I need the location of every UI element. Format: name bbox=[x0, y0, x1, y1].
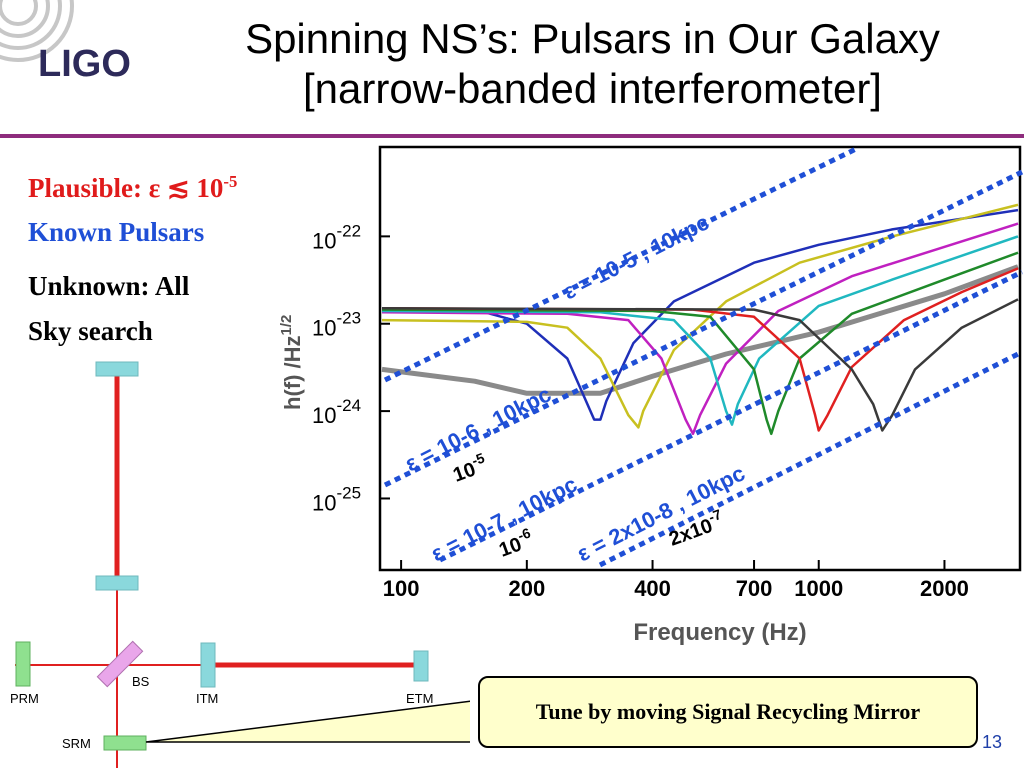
x-tick-label-0: 100 bbox=[383, 576, 420, 601]
x-tick-label-2: 400 bbox=[634, 576, 671, 601]
itm-mirror bbox=[200, 642, 216, 688]
title-line-1: Spinning NS’s: Pulsars in Our Galaxy bbox=[245, 15, 940, 62]
ligo-logo: LIGO bbox=[0, 0, 131, 85]
unknown-line-2: Sky search bbox=[28, 316, 153, 346]
plot-frame bbox=[378, 145, 1022, 572]
title-divider bbox=[0, 134, 1024, 138]
y-tick-label-3: 10-25 bbox=[312, 483, 361, 515]
itm-label: ITM bbox=[196, 691, 218, 706]
series-line-3 bbox=[381, 222, 1019, 436]
limit-line-eps-2e-8 bbox=[598, 349, 1024, 568]
slide-title: Spinning NS’s: Pulsars in Our Galaxy [na… bbox=[170, 14, 1015, 114]
y-ticks: 10-22 10-23 10-24 10-25 bbox=[312, 221, 390, 515]
prm-label: PRM bbox=[10, 691, 39, 706]
series-line-0 bbox=[381, 264, 1019, 396]
series-line-4 bbox=[381, 235, 1019, 426]
x-ticks: 100 200 400 700 1000 2000 bbox=[383, 560, 969, 601]
y-tick-label-1: 10-23 bbox=[312, 309, 361, 341]
callout-box: Tune by moving Signal Recycling Mirror bbox=[478, 676, 978, 748]
known-pulsars-text: Known Pulsars bbox=[28, 217, 205, 247]
x-tick-label-4: 1000 bbox=[794, 576, 843, 601]
series-line-2 bbox=[381, 203, 1019, 429]
y-tick-label-2: 10-24 bbox=[312, 396, 361, 428]
series-line-7 bbox=[381, 298, 1019, 432]
sensitivity-chart: 10-22 10-23 10-24 10-25 100 200 400 700 1000 200… bbox=[278, 145, 1024, 646]
input-mirror-y bbox=[95, 575, 139, 591]
title-line-2: [narrow-banded interferometer] bbox=[303, 65, 882, 112]
y-axis-label: h(f) /Hz1/2 bbox=[278, 315, 305, 410]
plausible-text: Plausible: ε ≲ 10-5 bbox=[28, 172, 237, 204]
beamsplitter bbox=[96, 640, 144, 688]
srm-label: SRM bbox=[62, 736, 91, 751]
x-axis-label: Frequency (Hz) bbox=[633, 619, 806, 646]
logo-rings-icon bbox=[0, 0, 74, 62]
x-tick-label-1: 200 bbox=[508, 576, 545, 601]
srm-mirror bbox=[103, 735, 147, 751]
end-mirror-y bbox=[95, 361, 139, 377]
etm-mirror bbox=[413, 650, 429, 682]
page-number: 13 bbox=[982, 732, 1003, 752]
series-line-1 bbox=[381, 208, 1019, 421]
x-tick-label-3: 700 bbox=[736, 576, 773, 601]
etm-label: ETM bbox=[406, 691, 433, 706]
series-line-5 bbox=[381, 251, 1019, 436]
limit-lines bbox=[383, 145, 1024, 568]
prm-mirror bbox=[15, 641, 31, 687]
plausible-exponent: -5 bbox=[223, 172, 238, 191]
interferometer-diagram: PRM BS ITM ETM SRM bbox=[10, 361, 470, 768]
x-tick-label-5: 2000 bbox=[920, 576, 969, 601]
bs-label: BS bbox=[132, 674, 150, 689]
callout-pointer bbox=[145, 700, 470, 743]
plausible-label: Plausible: ε ≲ 10 bbox=[28, 173, 224, 203]
limit-line-eps-1e-7 bbox=[438, 269, 1024, 563]
limit-line-eps-1e-6 bbox=[383, 169, 1024, 488]
unknown-line-1: Unknown: All bbox=[28, 271, 190, 301]
y-tick-label-0: 10-22 bbox=[312, 221, 361, 253]
logo-text: LIGO bbox=[38, 43, 131, 85]
